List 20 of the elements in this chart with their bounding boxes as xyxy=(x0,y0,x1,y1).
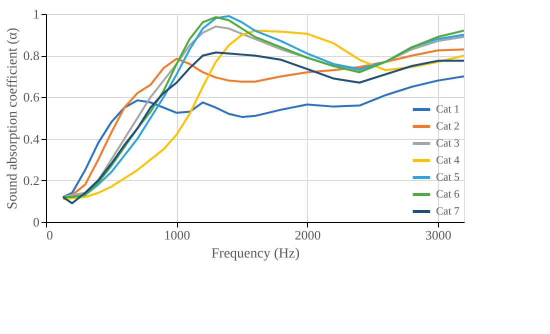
y-tick-label: 0.8 xyxy=(23,48,40,64)
y-tick-label: 1 xyxy=(33,6,40,22)
legend-label: Cat 3 xyxy=(436,138,460,150)
y-tick-label: 0.2 xyxy=(23,172,40,188)
y-axis-title: Sound absorption coefficient (α) xyxy=(5,27,20,210)
x-tick-label: 0 xyxy=(46,228,53,242)
x-tick-label: 1000 xyxy=(164,228,190,242)
legend-label: Cat 2 xyxy=(436,120,460,132)
y-tick-label: 0.4 xyxy=(23,131,40,146)
y-tick-label: 0 xyxy=(33,214,40,230)
legend-label: Cat 5 xyxy=(436,172,460,184)
legend-label: Cat 6 xyxy=(436,188,460,200)
x-axis-title: Frequency (Hz) xyxy=(211,246,300,262)
x-tick-label: 3000 xyxy=(425,228,452,242)
legend-label: Cat 7 xyxy=(436,206,460,218)
x-tick-label: 2000 xyxy=(294,228,321,242)
legend-label: Cat 1 xyxy=(436,104,460,116)
line-series xyxy=(62,75,464,198)
legend-label: Cat 4 xyxy=(436,154,460,166)
y-tick-label: 0.6 xyxy=(23,90,40,105)
